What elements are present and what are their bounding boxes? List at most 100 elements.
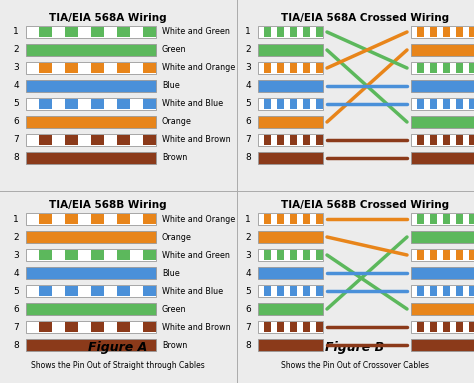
Bar	[418, 214, 424, 224]
Bar	[303, 250, 310, 260]
Bar	[317, 63, 323, 73]
Bar	[411, 80, 474, 92]
Bar	[456, 286, 463, 296]
Bar	[26, 62, 156, 74]
Text: White and Brown: White and Brown	[162, 322, 231, 332]
Bar	[117, 214, 130, 224]
Bar	[91, 286, 104, 296]
Bar	[291, 135, 297, 145]
Text: Blue: Blue	[162, 82, 180, 90]
Text: 2: 2	[246, 232, 251, 242]
Bar	[258, 134, 323, 146]
Bar	[91, 250, 104, 260]
Bar	[258, 321, 323, 333]
Bar	[26, 339, 156, 351]
Bar	[258, 62, 323, 74]
Bar	[317, 214, 323, 224]
Text: 3: 3	[245, 250, 251, 260]
Text: Figure A: Figure A	[88, 342, 147, 355]
Bar	[411, 231, 474, 243]
Text: 3: 3	[13, 250, 19, 260]
Bar	[444, 214, 450, 224]
Bar	[418, 322, 424, 332]
Bar	[258, 285, 323, 297]
Bar	[258, 267, 323, 279]
Bar	[470, 214, 474, 224]
Bar	[65, 99, 78, 109]
Bar	[430, 286, 437, 296]
Bar	[411, 249, 474, 261]
Text: Orange: Orange	[162, 232, 192, 242]
Bar	[291, 250, 297, 260]
Bar	[291, 27, 297, 37]
Text: White and Green: White and Green	[162, 250, 230, 260]
Bar	[317, 99, 323, 109]
Text: TIA/EIA 568B Wiring: TIA/EIA 568B Wiring	[49, 200, 167, 210]
Text: 1: 1	[13, 214, 19, 224]
Bar	[317, 286, 323, 296]
Bar	[143, 322, 156, 332]
Bar	[65, 250, 78, 260]
Bar	[26, 98, 156, 110]
Bar	[258, 98, 323, 110]
Bar	[470, 63, 474, 73]
Bar	[277, 250, 284, 260]
Bar	[117, 135, 130, 145]
Bar	[277, 27, 284, 37]
Bar	[26, 152, 156, 164]
Bar	[143, 250, 156, 260]
Bar	[418, 286, 424, 296]
Bar	[91, 214, 104, 224]
Text: Brown: Brown	[162, 154, 187, 162]
Bar	[39, 250, 52, 260]
Bar	[277, 286, 284, 296]
Bar	[264, 99, 271, 109]
Bar	[430, 135, 437, 145]
Bar	[411, 62, 474, 74]
Bar	[411, 98, 474, 110]
Bar	[258, 339, 323, 351]
Bar	[117, 250, 130, 260]
Bar	[26, 116, 156, 128]
Text: White and Green: White and Green	[162, 28, 230, 36]
Bar	[117, 99, 130, 109]
Bar	[26, 134, 156, 146]
Bar	[444, 63, 450, 73]
Bar	[418, 27, 424, 37]
Bar	[303, 99, 310, 109]
Bar	[456, 135, 463, 145]
Bar	[470, 99, 474, 109]
Bar	[26, 303, 156, 315]
Bar	[258, 303, 323, 315]
Text: 7: 7	[245, 136, 251, 144]
Bar	[91, 99, 104, 109]
Bar	[65, 214, 78, 224]
Bar	[65, 63, 78, 73]
Bar	[411, 339, 474, 351]
Text: Shows the Pin Out of Straight through Cables: Shows the Pin Out of Straight through Ca…	[31, 360, 205, 370]
Bar	[291, 322, 297, 332]
Bar	[456, 322, 463, 332]
Bar	[430, 214, 437, 224]
Bar	[264, 135, 271, 145]
Bar	[470, 135, 474, 145]
Bar	[26, 44, 156, 56]
Text: 5: 5	[13, 100, 19, 108]
Bar	[291, 214, 297, 224]
Bar	[117, 286, 130, 296]
Bar	[444, 286, 450, 296]
Bar	[303, 322, 310, 332]
Bar	[411, 267, 474, 279]
Bar	[444, 99, 450, 109]
Text: 5: 5	[245, 100, 251, 108]
Bar	[26, 249, 156, 261]
Bar	[317, 135, 323, 145]
Bar	[143, 99, 156, 109]
Bar	[411, 285, 474, 297]
Bar	[456, 27, 463, 37]
Bar	[39, 214, 52, 224]
Bar	[430, 99, 437, 109]
Bar	[418, 250, 424, 260]
Bar	[143, 63, 156, 73]
Text: Blue: Blue	[162, 268, 180, 278]
